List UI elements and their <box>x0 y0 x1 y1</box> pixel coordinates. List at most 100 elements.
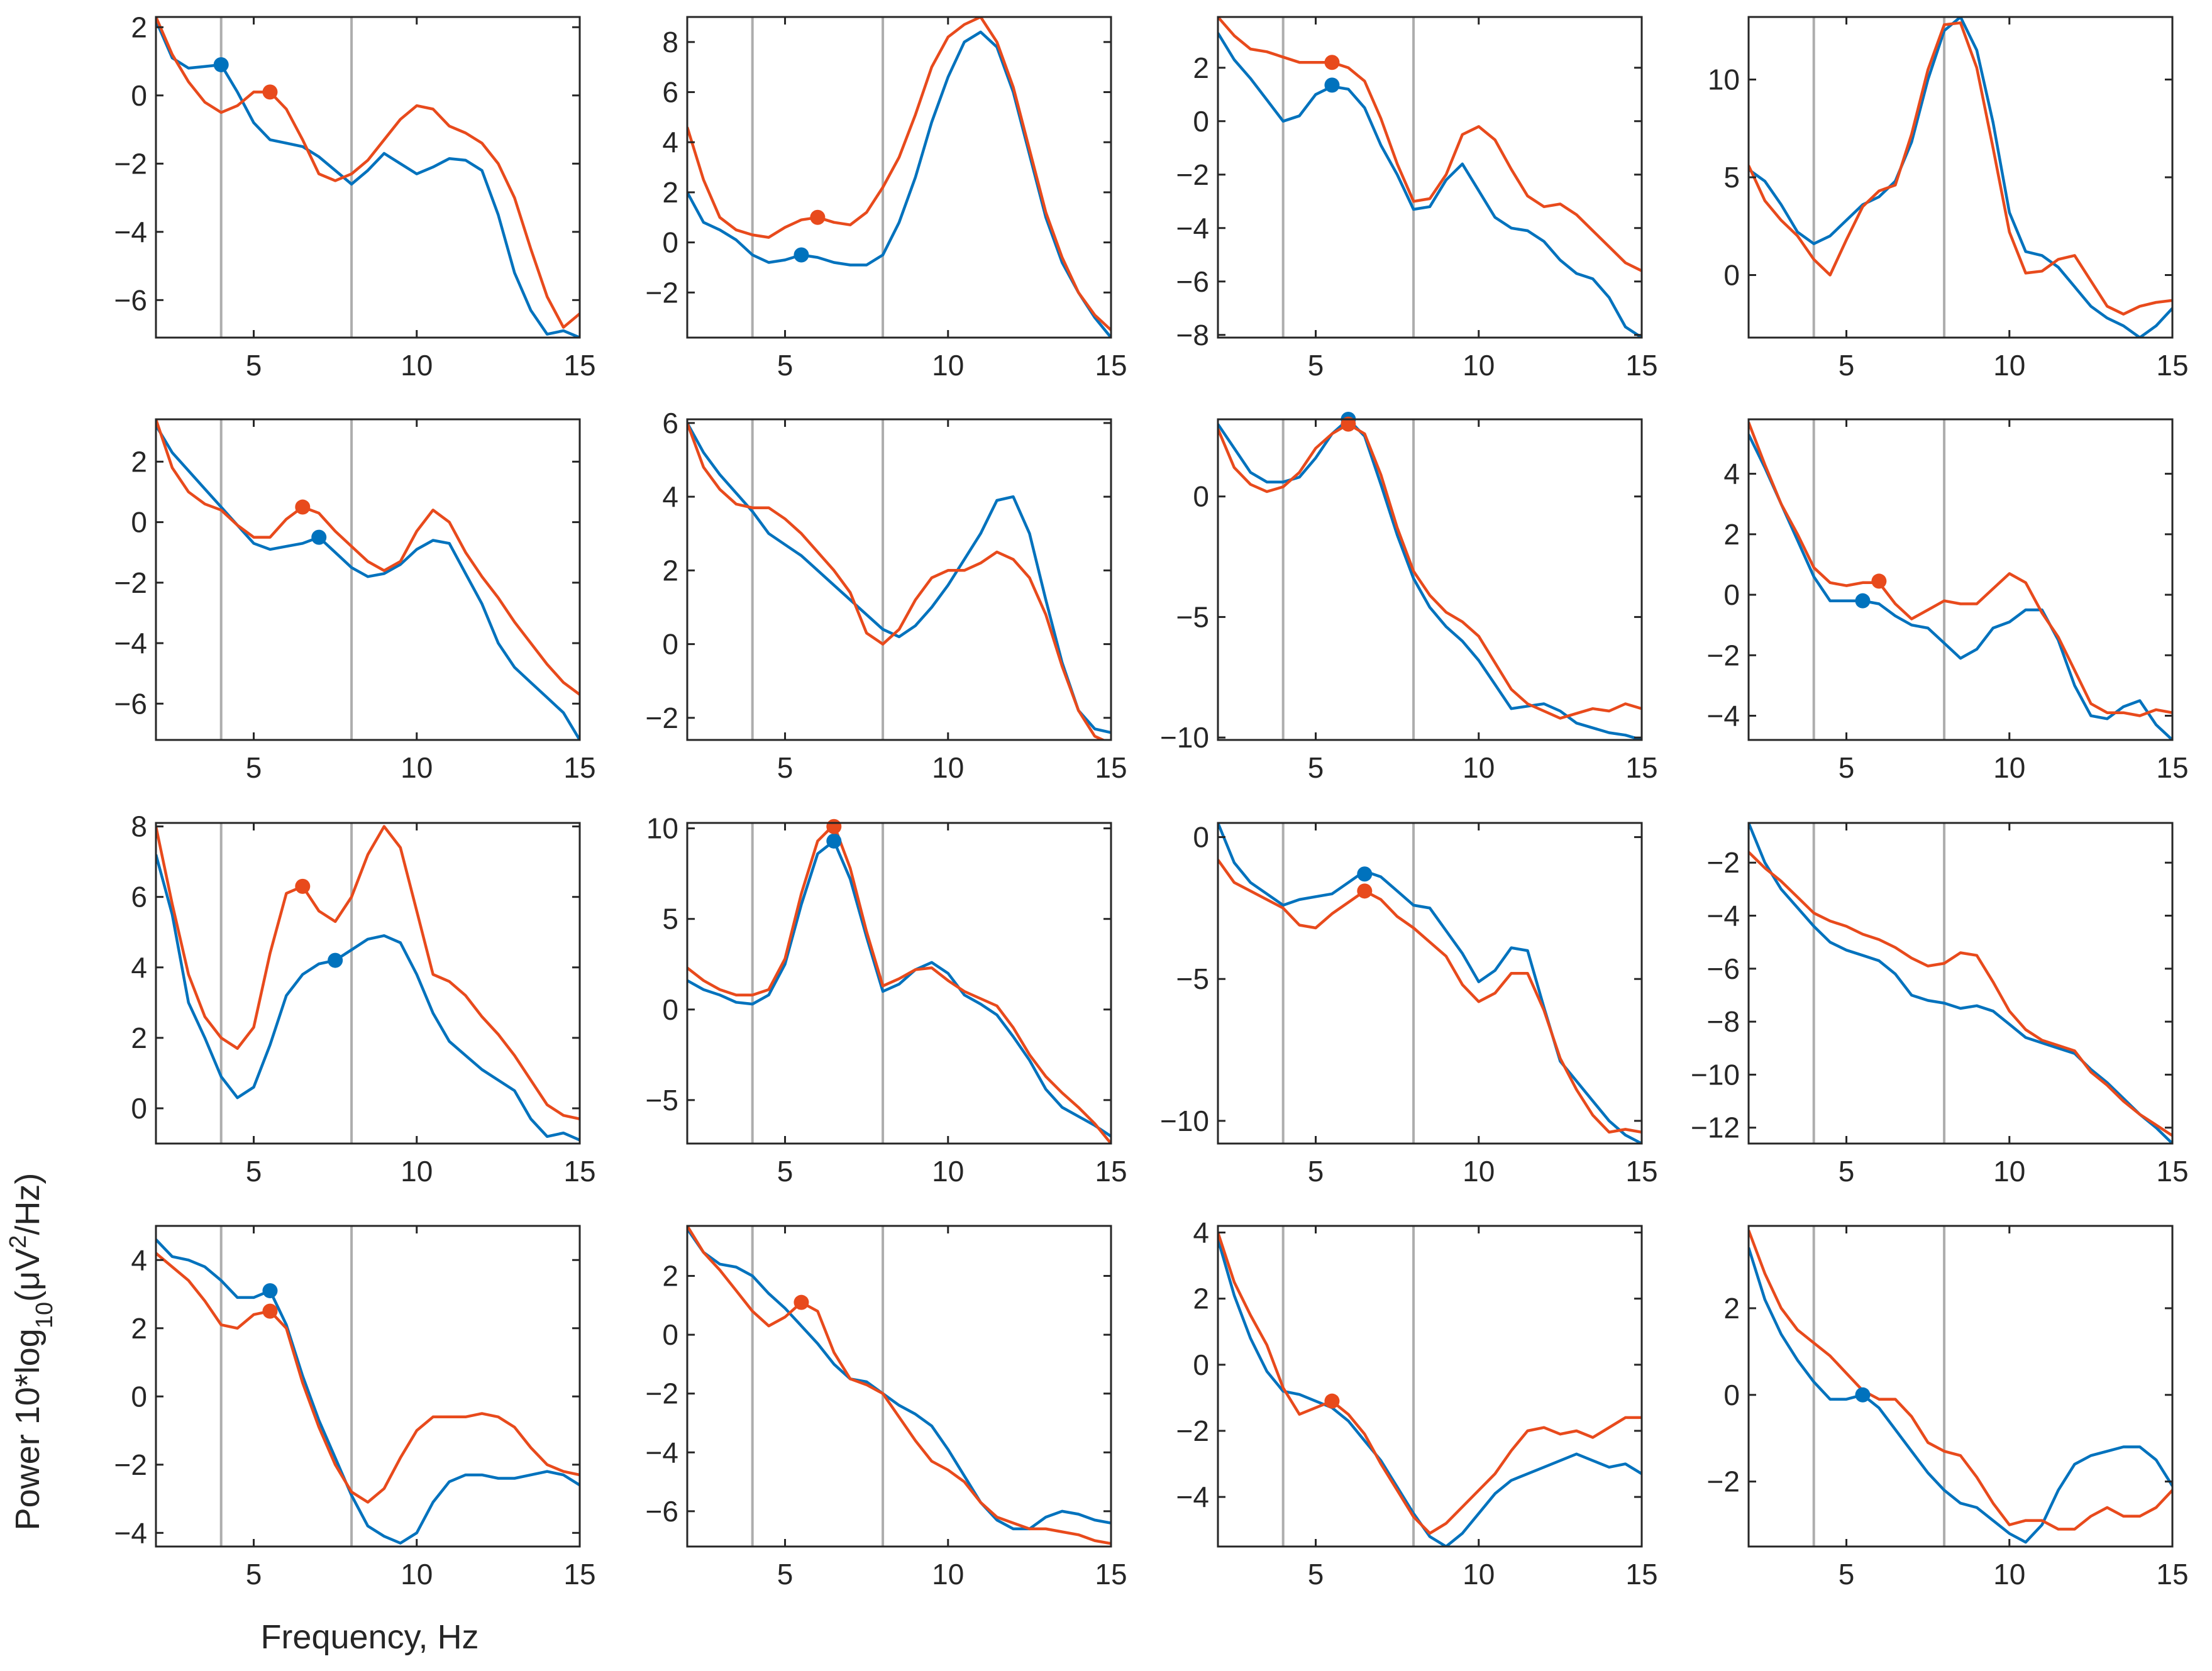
series-line-orange <box>1218 859 1642 1134</box>
y-tick-label: 5 <box>1723 161 1740 194</box>
series-line-blue <box>156 854 580 1142</box>
axes-frame <box>1217 418 1643 741</box>
y-tick-label: −4 <box>114 216 147 248</box>
y-tick-label: 0 <box>131 1092 147 1125</box>
y-tick-label: 8 <box>662 26 678 58</box>
series-line-blue <box>1218 1238 1642 1547</box>
x-tick-label: 15 <box>1625 349 1657 382</box>
series-line-orange <box>156 17 580 329</box>
y-tick-label: 0 <box>662 993 678 1026</box>
peak-marker-orange <box>1341 416 1356 432</box>
series-line-blue <box>687 839 1111 1138</box>
y-tick-label: −2 <box>114 1448 147 1481</box>
peak-marker-orange <box>1357 883 1373 899</box>
axes-frame <box>1217 16 1643 339</box>
x-tick-label: 15 <box>1095 1155 1127 1188</box>
x-tick-label: 15 <box>2156 349 2188 382</box>
subplot-12: 5 10 15 −12 −10 −8 −6 −4 −2 <box>1691 822 2189 1188</box>
y-tick-label: −4 <box>114 627 147 659</box>
y-tick-label: 0 <box>1723 578 1740 611</box>
y-tick-label: −2 <box>646 702 678 734</box>
x-tick-label: 10 <box>1463 1155 1495 1188</box>
series-line-orange <box>156 1252 580 1504</box>
y-tick-label: −2 <box>1707 1465 1740 1498</box>
y-tick-label: −6 <box>646 1495 678 1528</box>
axes-frame <box>155 418 581 741</box>
x-tick-label: 5 <box>1839 349 1855 382</box>
peak-marker-orange <box>1324 55 1340 70</box>
x-tick-label: 5 <box>777 751 794 784</box>
y-tick-label: 6 <box>662 76 678 109</box>
peak-marker-blue <box>1855 593 1871 609</box>
x-tick-label: 5 <box>1839 751 1855 784</box>
y-tick-label: −4 <box>1707 700 1740 732</box>
series-line-orange <box>1749 1230 2172 1531</box>
y-tick-label: −8 <box>1707 1005 1740 1038</box>
subplot-7: 5 10 15 −10 −5 0 <box>1160 412 1658 784</box>
x-tick-label: 15 <box>1095 1558 1127 1591</box>
x-tick-label: 10 <box>1993 1155 2025 1188</box>
y-tick-label: −6 <box>1707 952 1740 985</box>
series-line-blue <box>1749 17 2172 338</box>
subplot-8: 5 10 15 −4 −2 0 2 4 <box>1707 418 2189 784</box>
y-axis-title: Power 10*log10(μV2/Hz) <box>5 1173 58 1531</box>
x-tick-label: 15 <box>563 349 595 382</box>
x-tick-label: 15 <box>1625 1558 1657 1591</box>
x-tick-label: 15 <box>2156 1558 2188 1591</box>
x-tick-label: 5 <box>1308 1558 1324 1591</box>
x-tick-label: 10 <box>932 1155 964 1188</box>
x-tick-label: 15 <box>1095 349 1127 382</box>
x-tick-label: 15 <box>1625 751 1657 784</box>
y-tick-label: 2 <box>1193 52 1209 84</box>
series-line-orange <box>687 1226 1111 1545</box>
subplot-16: 5 10 15 −2 0 2 <box>1707 1225 2189 1591</box>
subplot-10: 5 10 15 −5 0 5 10 <box>646 812 1127 1188</box>
series-line-blue <box>1218 823 1642 1144</box>
x-tick-label: 10 <box>932 751 964 784</box>
peak-marker-blue <box>1855 1387 1871 1403</box>
axes-frame <box>1217 1225 1643 1548</box>
peak-marker-orange <box>262 84 278 100</box>
peak-marker-blue <box>826 833 842 849</box>
series-line-orange <box>1749 21 2172 316</box>
series-line-orange <box>1218 422 1642 720</box>
axes-frame <box>1747 16 2174 339</box>
subplot-6: 5 10 15 −2 0 2 4 6 <box>646 407 1127 784</box>
y-tick-label: −2 <box>1176 158 1209 191</box>
y-tick-label: 2 <box>1723 518 1740 551</box>
y-tick-label: −5 <box>646 1084 678 1117</box>
x-tick-label: 5 <box>246 751 262 784</box>
y-tick-label: 4 <box>131 951 147 984</box>
y-tick-label: 2 <box>1193 1282 1209 1315</box>
peak-marker-blue <box>1357 866 1373 882</box>
y-tick-label: −2 <box>1176 1415 1209 1447</box>
y-tick-label: 6 <box>131 881 147 913</box>
x-tick-label: 15 <box>1095 751 1127 784</box>
peak-marker-blue <box>1324 77 1340 93</box>
y-tick-label: 2 <box>662 554 678 587</box>
subplot-5: 5 10 15 −6 −4 −2 0 2 <box>114 418 596 784</box>
y-tick-label: −5 <box>1176 600 1209 633</box>
y-tick-label: 0 <box>131 1380 147 1413</box>
x-tick-label: 15 <box>563 1558 595 1591</box>
peak-marker-blue <box>328 952 343 968</box>
y-tick-label: −4 <box>1176 1481 1209 1513</box>
x-tick-label: 5 <box>1308 349 1324 382</box>
series-line-blue <box>156 424 580 740</box>
y-tick-label: 2 <box>131 1022 147 1054</box>
y-tick-label: 2 <box>131 11 147 43</box>
y-tick-label: 5 <box>662 903 678 935</box>
series-line-orange <box>1749 851 2172 1137</box>
y-tick-label: 0 <box>1193 821 1209 854</box>
x-tick-label: 10 <box>1463 751 1495 784</box>
y-tick-label: 4 <box>131 1244 147 1276</box>
peak-marker-orange <box>1324 1393 1340 1409</box>
series-line-orange <box>156 825 580 1120</box>
subplot-15: 5 10 15 −4 −2 0 2 4 <box>1176 1216 1658 1591</box>
series-line-blue <box>687 30 1111 338</box>
subplot-grid: 5 10 15 −6 −4 −2 0 2 5 10 15 −2 0 2 4 6 8 5 10 15 −8 −6 −4 −2 0 2… <box>114 11 2189 1591</box>
y-tick-label: 0 <box>662 1318 678 1351</box>
y-tick-label: −2 <box>646 276 678 309</box>
peak-marker-blue <box>794 247 809 263</box>
